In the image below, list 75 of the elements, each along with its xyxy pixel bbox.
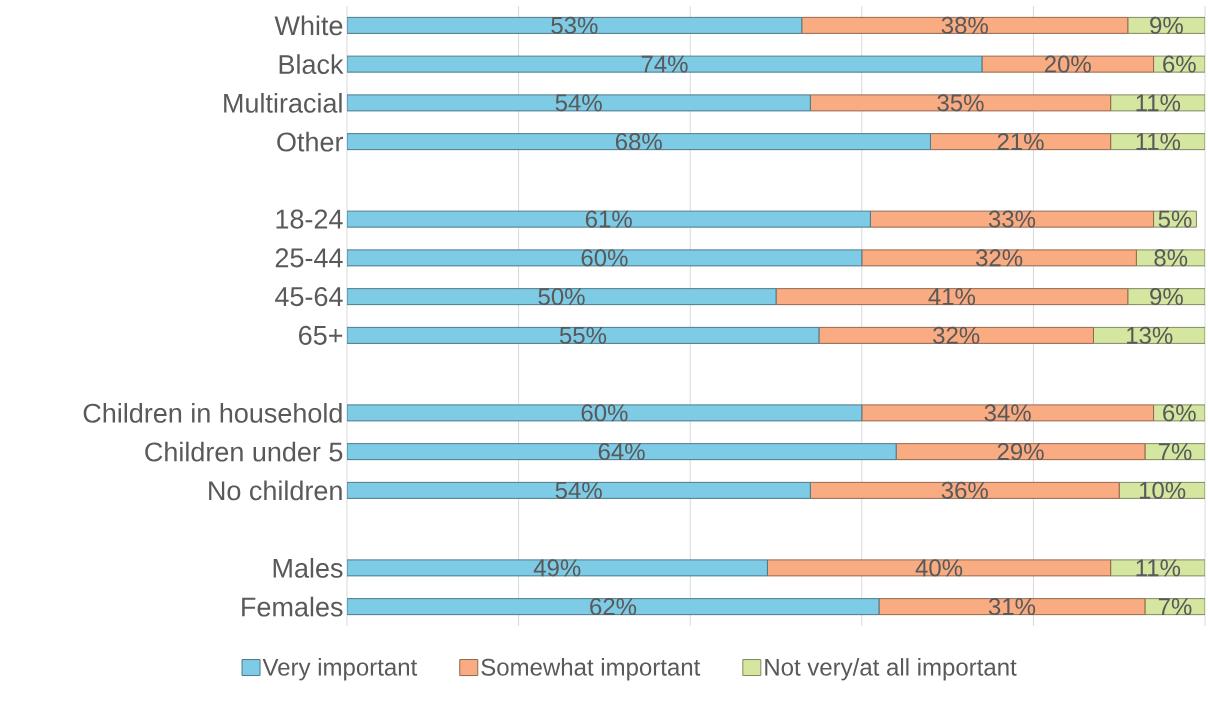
y-tick-label: 18-24 bbox=[276, 209, 343, 229]
data-label: 53% bbox=[551, 16, 598, 34]
data-label: 60% bbox=[581, 404, 628, 422]
data-label: 20% bbox=[1044, 55, 1091, 73]
bar bbox=[347, 598, 880, 616]
bar bbox=[347, 481, 811, 499]
y-tick-label: 45-64 bbox=[275, 287, 343, 307]
data-label: 61% bbox=[585, 210, 632, 228]
y-tick-label: Multiracial bbox=[224, 92, 342, 113]
bar bbox=[347, 288, 777, 306]
y-tick-label: Females bbox=[242, 596, 343, 617]
bar bbox=[775, 288, 1129, 306]
data-label: 64% bbox=[598, 443, 645, 461]
data-label: 32% bbox=[976, 249, 1023, 267]
data-label: 31% bbox=[988, 598, 1036, 616]
y-tick-label: Other bbox=[277, 131, 344, 152]
data-label: 32% bbox=[933, 326, 980, 344]
bar bbox=[809, 94, 1112, 112]
data-label: 60% bbox=[581, 249, 628, 267]
legend-label: Not very/at all important bbox=[765, 658, 1017, 681]
data-label: 74% bbox=[641, 55, 688, 73]
y-tick-label: Children in household bbox=[83, 402, 342, 423]
data-label: 9% bbox=[1150, 288, 1183, 306]
data-label: 33% bbox=[988, 210, 1036, 228]
data-label: 21% bbox=[997, 133, 1044, 151]
y-tick-label: White bbox=[274, 15, 343, 36]
data-label: 11% bbox=[1136, 133, 1181, 151]
bar bbox=[861, 249, 1137, 267]
data-label: 5% bbox=[1158, 210, 1192, 228]
bar bbox=[347, 443, 897, 461]
data-label: 50% bbox=[538, 288, 585, 306]
bar bbox=[869, 210, 1155, 228]
bar bbox=[766, 559, 1112, 577]
data-label: 11% bbox=[1136, 94, 1181, 112]
data-label: 38% bbox=[941, 16, 988, 34]
bar bbox=[895, 443, 1146, 461]
y-tick-label: 65+ bbox=[299, 325, 343, 345]
data-label: 6% bbox=[1163, 404, 1196, 422]
bar bbox=[347, 326, 820, 344]
data-label: 41% bbox=[928, 288, 976, 306]
bar bbox=[801, 16, 1129, 34]
y-tick-label: Black bbox=[279, 54, 344, 75]
bar bbox=[347, 133, 931, 151]
data-label: 11% bbox=[1136, 559, 1181, 577]
data-label: 49% bbox=[533, 559, 581, 577]
data-label: 40% bbox=[915, 559, 963, 577]
data-label: 7% bbox=[1158, 443, 1192, 461]
bar bbox=[809, 481, 1120, 499]
data-label: 9% bbox=[1150, 16, 1183, 34]
y-tick-label: Males bbox=[273, 557, 343, 578]
bar bbox=[818, 326, 1094, 344]
data-label: 62% bbox=[590, 598, 637, 616]
legend-label: Somewhat important bbox=[481, 658, 701, 681]
data-label: 8% bbox=[1154, 249, 1188, 267]
bar bbox=[861, 404, 1155, 422]
data-label: 13% bbox=[1127, 326, 1173, 344]
y-tick-label: No children bbox=[209, 480, 342, 501]
data-label: 10% bbox=[1139, 481, 1186, 499]
data-label: 54% bbox=[555, 94, 602, 112]
data-label: 7% bbox=[1158, 598, 1192, 616]
data-label: 35% bbox=[937, 94, 984, 112]
data-label: 36% bbox=[941, 481, 988, 499]
data-label: 6% bbox=[1163, 55, 1196, 73]
bar bbox=[981, 55, 1155, 73]
data-label: 29% bbox=[997, 443, 1044, 461]
data-label: 55% bbox=[559, 326, 607, 344]
legend-label: Very important bbox=[262, 658, 418, 681]
data-label: 34% bbox=[984, 404, 1031, 422]
bar bbox=[347, 16, 803, 34]
bar bbox=[929, 133, 1112, 151]
y-tick-label: Children under 5 bbox=[145, 441, 343, 462]
data-label: 68% bbox=[615, 133, 662, 151]
y-tick-label: 25-44 bbox=[275, 248, 343, 268]
bar bbox=[878, 598, 1146, 616]
data-label: 54% bbox=[555, 481, 602, 499]
